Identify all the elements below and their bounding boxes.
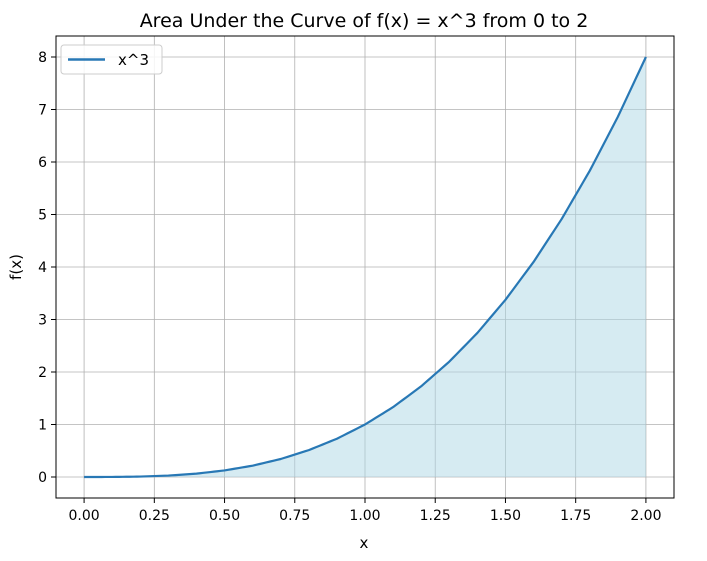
x-axis-label: x (360, 534, 369, 552)
y-tick-label: 5 (38, 208, 47, 224)
x-tick-label: 0.25 (139, 508, 170, 524)
y-tick-label: 6 (38, 155, 47, 171)
legend-entry-label: x^3 (118, 51, 149, 69)
x-tick-label: 0.75 (279, 508, 310, 524)
x-tick-label: 2.00 (630, 508, 661, 524)
x-tick-label: 1.50 (490, 508, 521, 524)
y-tick-label: 4 (38, 260, 47, 276)
chart-title: Area Under the Curve of f(x) = x^3 from … (140, 10, 589, 32)
x-tick-label: 1.00 (349, 508, 380, 524)
y-tick-label: 3 (38, 313, 47, 329)
x-tick-label: 1.75 (560, 508, 591, 524)
y-tick-label: 7 (38, 103, 47, 119)
x-tick-label: 0.50 (209, 508, 240, 524)
y-tick-label: 8 (38, 50, 47, 66)
y-tick-label: 1 (38, 418, 47, 434)
y-tick-label: 0 (38, 470, 47, 486)
y-axis-label: f(x) (7, 254, 25, 280)
y-tick-label: 2 (38, 365, 47, 381)
legend: x^3 (61, 45, 162, 74)
x-tick-label: 0.00 (69, 508, 100, 524)
x-tick-label: 1.25 (420, 508, 451, 524)
